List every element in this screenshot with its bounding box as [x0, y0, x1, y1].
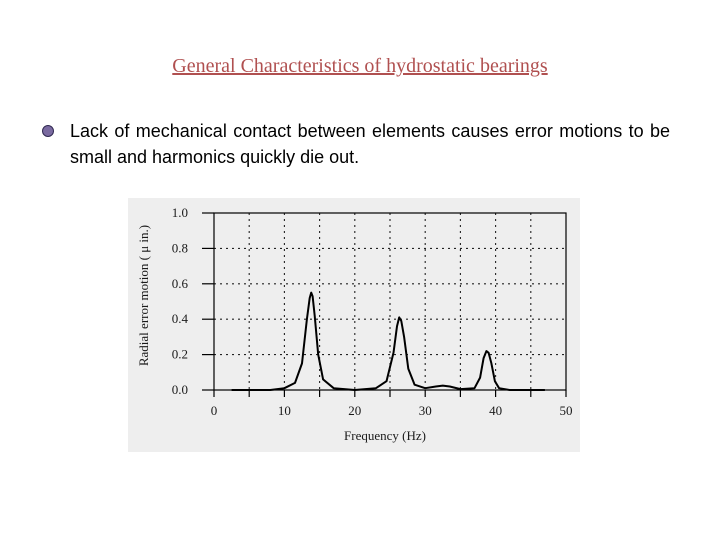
series: [231, 291, 545, 391]
y-tick-label: 0.0: [172, 382, 188, 397]
x-tick-label: 40: [489, 403, 502, 418]
x-axis-title: Frequency (Hz): [344, 428, 426, 443]
grid: [214, 213, 566, 390]
y-tick-label: 0.8: [172, 240, 188, 255]
y-tick-label: 0.4: [172, 311, 189, 326]
x-tick-label: 0: [211, 403, 218, 418]
ticks: [202, 212, 567, 397]
y-tick-labels: 0.0 0.2 0.4 0.6 0.8 1.0: [172, 205, 189, 397]
y-tick-label: 0.6: [172, 276, 189, 291]
x-tick-labels: 0 10 20 30 40 50: [211, 403, 573, 418]
x-tick-label: 20: [348, 403, 361, 418]
chart-svg: 0 10 20 30 40 50 0.0 0.2 0.4 0.6 0.8 1.0 Frequency…: [128, 198, 580, 452]
chart-background: [128, 198, 580, 452]
bullet-text: Lack of mechanical contact between eleme…: [70, 121, 670, 167]
round-bullet-icon: [42, 125, 54, 137]
x-tick-label: 10: [278, 403, 291, 418]
slide-title: General Characteristics of hydrostatic b…: [172, 55, 548, 77]
x-tick-label: 30: [419, 403, 432, 418]
chart: 0 10 20 30 40 50 0.0 0.2 0.4 0.6 0.8 1.0 Frequency…: [128, 198, 580, 452]
x-tick-label: 50: [560, 403, 573, 418]
series-line: [231, 291, 545, 391]
y-tick-label: 0.2: [172, 347, 188, 362]
y-tick-label: 1.0: [172, 205, 188, 220]
y-axis-title: Radial error motion ( μ in.): [136, 225, 151, 366]
